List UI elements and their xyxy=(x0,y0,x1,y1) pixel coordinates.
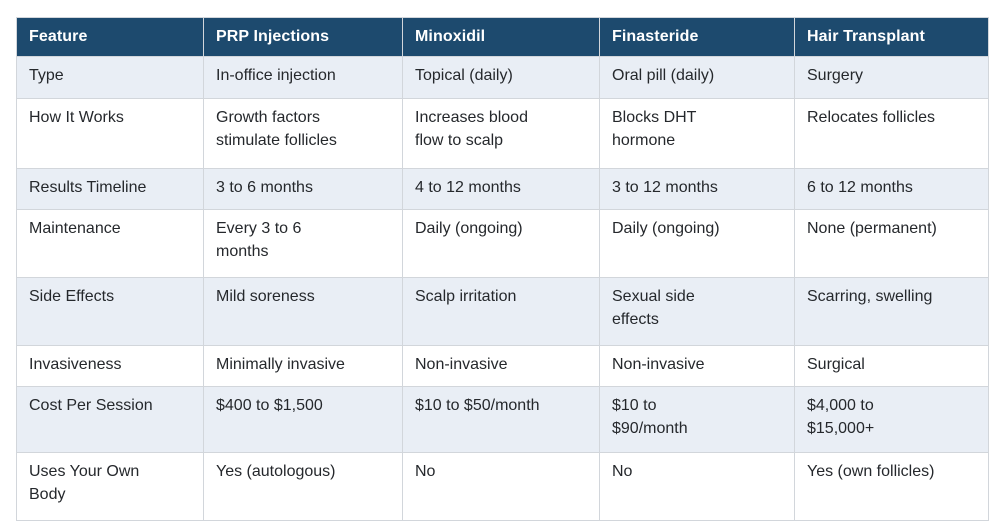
value-cell: 6 to 12 months xyxy=(794,168,989,210)
column-header-2: Minoxidil xyxy=(402,17,600,57)
value-cell: $10 to $50/month xyxy=(402,386,600,453)
value-cell: Growth factors stimulate follicles xyxy=(203,98,403,169)
value-cell: Scalp irritation xyxy=(402,277,600,346)
value-cell: Scarring, swelling xyxy=(794,277,989,346)
value-cell: Oral pill (daily) xyxy=(599,56,795,99)
column-header-1: PRP Injections xyxy=(203,17,403,57)
feature-cell: Maintenance xyxy=(16,209,204,278)
value-cell: Every 3 to 6 months xyxy=(203,209,403,278)
value-cell: Blocks DHT hormone xyxy=(599,98,795,169)
value-cell: 3 to 6 months xyxy=(203,168,403,210)
value-cell: $4,000 to $15,000+ xyxy=(794,386,989,453)
value-cell: Yes (autologous) xyxy=(203,452,403,521)
value-cell: $400 to $1,500 xyxy=(203,386,403,453)
value-cell: Surgery xyxy=(794,56,989,99)
value-cell: 4 to 12 months xyxy=(402,168,600,210)
table-row: How It Works Growth factors stimulate fol… xyxy=(16,98,989,169)
table-row: Invasiveness Minimally invasive Non-invasi… xyxy=(16,345,989,387)
value-cell: Daily (ongoing) xyxy=(599,209,795,278)
feature-cell: Invasiveness xyxy=(16,345,204,387)
value-cell: Non-invasive xyxy=(402,345,600,387)
table-row: Type In-office injection Topical (daily) Or… xyxy=(16,56,989,99)
feature-cell: Uses Your Own Body xyxy=(16,452,204,521)
feature-cell: Results Timeline xyxy=(16,168,204,210)
value-cell: Minimally invasive xyxy=(203,345,403,387)
value-cell: None (permanent) xyxy=(794,209,989,278)
feature-cell: Type xyxy=(16,56,204,99)
value-cell: Daily (ongoing) xyxy=(402,209,600,278)
column-header-0: Feature xyxy=(16,17,204,57)
comparison-table: Feature PRP Injections Minoxidil Finasterid… xyxy=(16,17,989,521)
value-cell: No xyxy=(599,452,795,521)
value-cell: No xyxy=(402,452,600,521)
value-cell: Non-invasive xyxy=(599,345,795,387)
value-cell: In-office injection xyxy=(203,56,403,99)
feature-cell: Cost Per Session xyxy=(16,386,204,453)
column-header-4: Hair Transplant xyxy=(794,17,989,57)
value-cell: Relocates follicles xyxy=(794,98,989,169)
table-row: Results Timeline 3 to 6 months 4 to 12 mon… xyxy=(16,168,989,210)
value-cell: Mild soreness xyxy=(203,277,403,346)
column-header-3: Finasteride xyxy=(599,17,795,57)
feature-cell: How It Works xyxy=(16,98,204,169)
feature-cell: Side Effects xyxy=(16,277,204,346)
value-cell: Topical (daily) xyxy=(402,56,600,99)
table-row: Maintenance Every 3 to 6 months Daily (ong… xyxy=(16,209,989,278)
value-cell: Sexual side effects xyxy=(599,277,795,346)
value-cell: Increases blood flow to scalp xyxy=(402,98,600,169)
header-row: Feature PRP Injections Minoxidil Finasterid… xyxy=(16,17,989,57)
value-cell: Yes (own follicles) xyxy=(794,452,989,521)
table-row: Uses Your Own Body Yes (autologous) No No Ye… xyxy=(16,452,989,521)
value-cell: $10 to $90/month xyxy=(599,386,795,453)
value-cell: Surgical xyxy=(794,345,989,387)
value-cell: 3 to 12 months xyxy=(599,168,795,210)
table-row: Side Effects Mild soreness Scalp irritatio… xyxy=(16,277,989,346)
table-row: Cost Per Session $400 to $1,500 $10 to $50… xyxy=(16,386,989,453)
